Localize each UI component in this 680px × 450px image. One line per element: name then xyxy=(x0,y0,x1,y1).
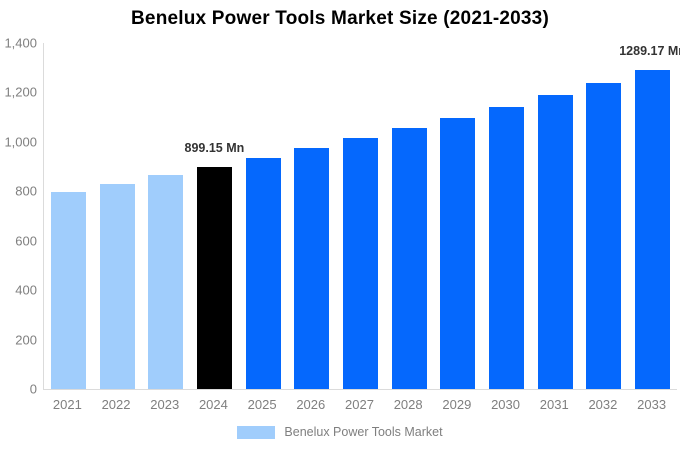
bar-column xyxy=(434,43,483,389)
bar-column xyxy=(93,43,142,389)
bar-column xyxy=(385,43,434,389)
x-axis-label-2021: 2021 xyxy=(52,397,82,412)
bar-2024[interactable] xyxy=(196,166,232,389)
bar-2031[interactable] xyxy=(537,94,573,389)
x-axis-label-2024: 2024 xyxy=(198,397,228,412)
bar-series: 899.15 Mn 1289.17 Mn xyxy=(44,43,680,389)
bar-value-label-2024: 899.15 Mn xyxy=(184,140,245,155)
x-axis: 2021 2022 2023 2024 2025 2026 2027 2028 2029 2030… xyxy=(43,397,676,412)
y-axis-tick-label: 600 xyxy=(15,233,37,249)
plot-area: 899.15 Mn 1289.17 Mn xyxy=(43,43,680,390)
bar-column xyxy=(141,43,190,389)
bar-column xyxy=(482,43,531,389)
x-axis-label-2029: 2029 xyxy=(442,397,472,412)
x-axis-label-2022: 2022 xyxy=(101,397,131,412)
y-axis-tick-label: 1,400 xyxy=(4,35,37,51)
bar-2032[interactable] xyxy=(586,83,622,389)
chart-title: Benelux Power Tools Market Size (2021-20… xyxy=(131,8,549,29)
legend-item-benelux-power-tools-market[interactable]: Benelux Power Tools Market xyxy=(237,425,443,439)
x-axis-label-2032: 2032 xyxy=(588,397,618,412)
bar-column xyxy=(531,43,580,389)
bar-column xyxy=(287,43,336,389)
x-axis-label-2023: 2023 xyxy=(150,397,180,412)
x-axis-label-2028: 2028 xyxy=(393,397,423,412)
legend-swatch xyxy=(237,425,276,439)
y-axis: 0 200 400 600 800 1,000 1,200 1,400 xyxy=(0,36,37,397)
bar-2021[interactable] xyxy=(50,192,86,389)
y-axis-tick-label: 200 xyxy=(15,332,37,348)
x-axis-label-2026: 2026 xyxy=(296,397,326,412)
bar-2027[interactable] xyxy=(342,138,378,389)
y-axis-tick-label: 1,200 xyxy=(4,84,37,100)
y-axis-tick-label: 0 xyxy=(29,381,37,397)
bar-column xyxy=(580,43,629,389)
bar-2023[interactable] xyxy=(148,175,184,389)
y-axis-tick-label: 800 xyxy=(15,183,37,199)
bar-column xyxy=(44,43,93,389)
bar-2028[interactable] xyxy=(391,128,427,389)
bar-2026[interactable] xyxy=(294,148,330,389)
bar-value-label-2033: 1289.17 Mn xyxy=(619,44,680,59)
bar-2025[interactable] xyxy=(245,157,281,389)
x-axis-label-2031: 2031 xyxy=(539,397,569,412)
bar-column xyxy=(336,43,385,389)
y-axis-tick-label: 400 xyxy=(15,282,37,298)
chart-legend: Benelux Power Tools Market xyxy=(0,425,680,439)
bar-2033[interactable] xyxy=(635,70,671,389)
bar-2022[interactable] xyxy=(99,183,135,389)
y-axis-tick-label: 1,000 xyxy=(4,134,37,150)
bar-2030[interactable] xyxy=(489,106,525,389)
bar-column: 1289.17 Mn xyxy=(619,43,680,389)
bar-2029[interactable] xyxy=(440,117,476,389)
bar-column: 899.15 Mn xyxy=(185,43,244,389)
legend-label: Benelux Power Tools Market xyxy=(284,425,443,439)
x-axis-label-2030: 2030 xyxy=(491,397,520,412)
x-axis-label-2033: 2033 xyxy=(637,397,667,412)
x-axis-label-2027: 2027 xyxy=(345,397,374,412)
bar-column xyxy=(239,43,288,389)
x-axis-label-2025: 2025 xyxy=(247,397,277,412)
